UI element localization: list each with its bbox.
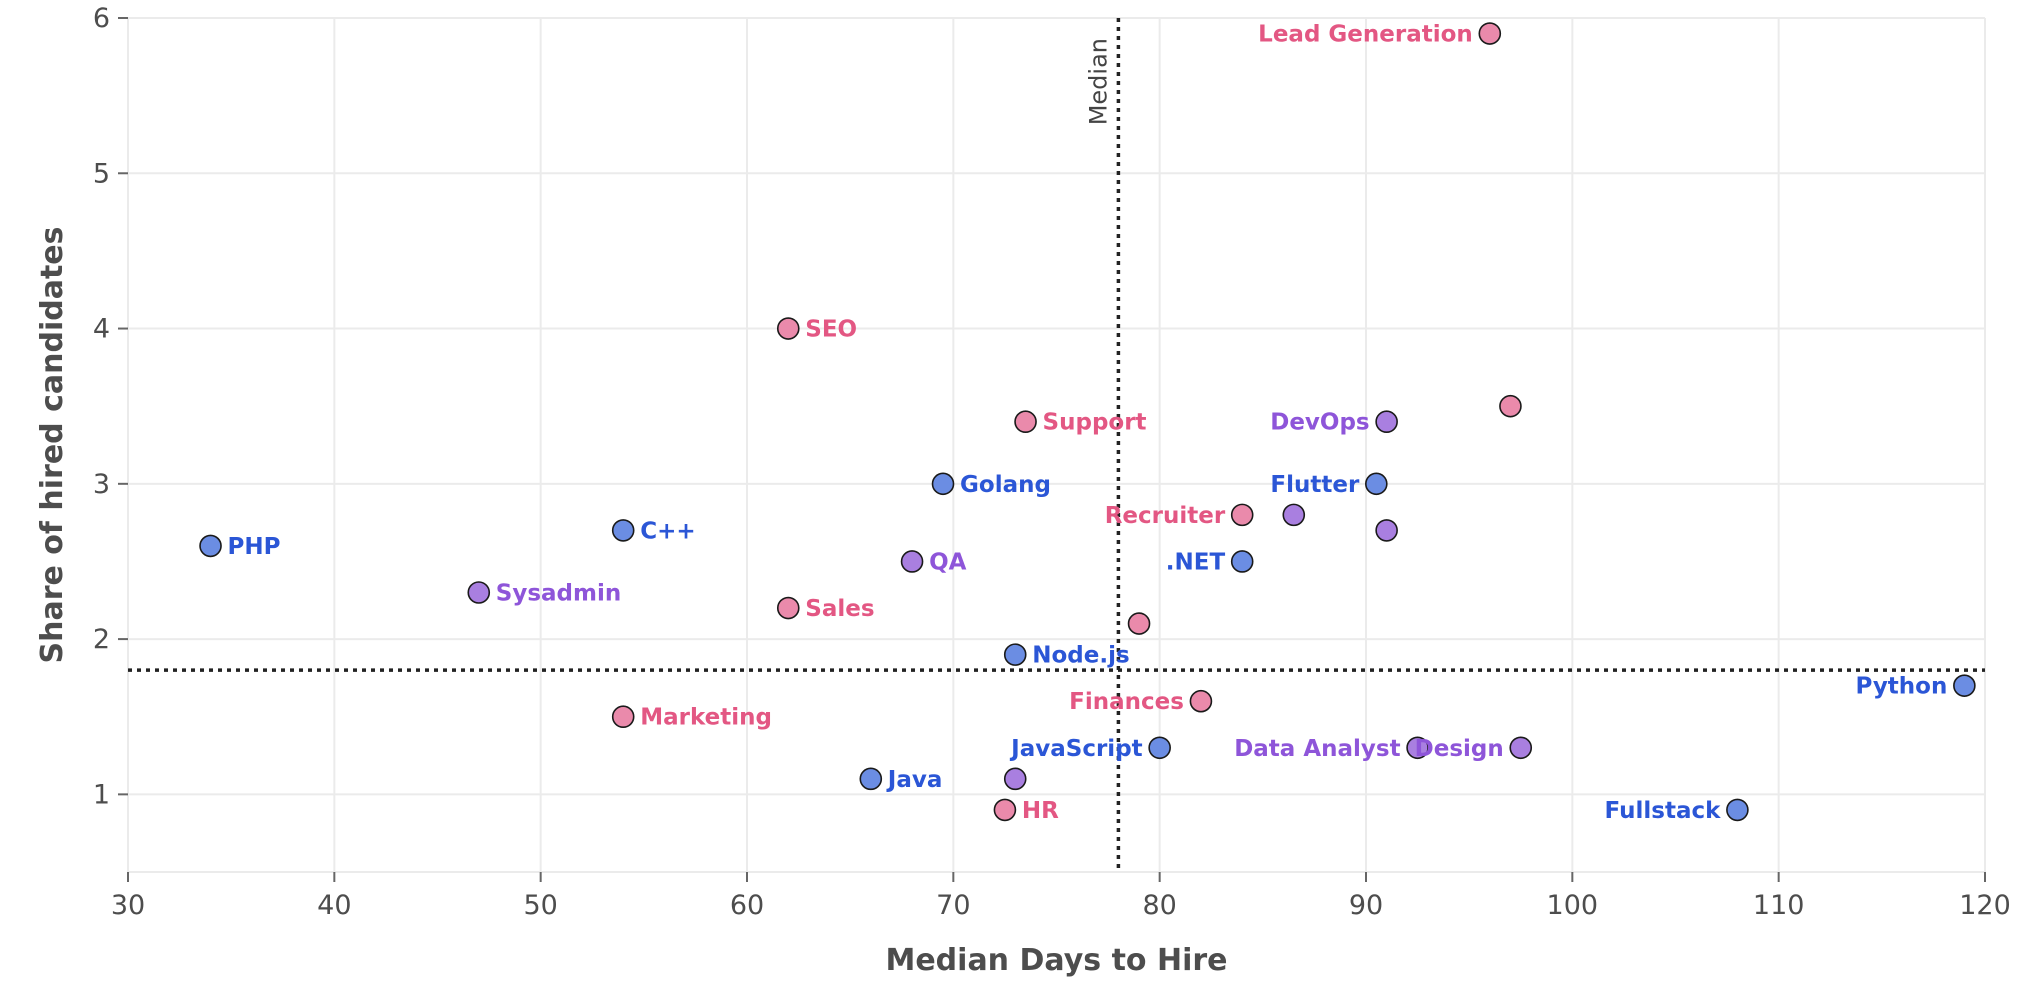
data-point <box>1365 472 1388 496</box>
point-label: Java <box>886 767 943 793</box>
x-tick-label: 90 <box>1349 890 1383 921</box>
data-point <box>1230 550 1254 573</box>
data-point <box>776 596 800 620</box>
y-tick-label: 2 <box>93 624 110 655</box>
point-labels: Lead Generation SEO Support DevOps Golang Flu… <box>228 22 1948 824</box>
point-label: SEO <box>805 317 857 343</box>
data-point <box>931 472 955 496</box>
data-point <box>1726 798 1749 822</box>
point-label: Finances <box>1069 689 1184 715</box>
point-label: Support <box>1043 410 1147 436</box>
data-point <box>1127 612 1151 635</box>
data-point <box>1499 394 1522 418</box>
x-axis-title: Median Days to Hire <box>885 943 1227 978</box>
point-label: PHP <box>228 534 281 560</box>
axis-ticks: 30 40 50 60 70 80 90 100 110 120 1 2 3 4 5 6 <box>93 3 2011 921</box>
data-point <box>1282 503 1306 527</box>
point-label: C++ <box>640 518 695 544</box>
data-point <box>1014 410 1037 434</box>
data-point <box>900 550 924 573</box>
y-tick-label: 6 <box>93 3 110 34</box>
point-label: Flutter <box>1270 472 1360 498</box>
data-point <box>1375 519 1398 542</box>
point-label: Data Analyst <box>1234 736 1400 762</box>
x-tick-label: 110 <box>1753 890 1805 921</box>
data-point <box>1230 503 1254 527</box>
point-label: Sales <box>805 596 874 622</box>
data-point <box>611 705 635 729</box>
data-point <box>1003 643 1027 666</box>
data-point <box>1189 689 1213 713</box>
x-tick-label: 120 <box>1959 890 2011 921</box>
point-label: Golang <box>960 472 1051 498</box>
y-axis-title: Share of hired candidates <box>35 226 70 663</box>
data-point <box>1148 736 1171 760</box>
x-tick-label: 40 <box>317 890 351 921</box>
data-point <box>1509 736 1533 760</box>
point-label: JavaScript <box>1009 736 1142 762</box>
x-tick-label: 100 <box>1547 890 1599 921</box>
data-point <box>199 534 222 558</box>
x-tick-label: 60 <box>730 890 764 921</box>
y-tick-label: 5 <box>93 158 110 189</box>
x-tick-label: 70 <box>936 890 970 921</box>
data-point <box>859 767 883 791</box>
median-reference-lines: Median <box>128 18 1985 872</box>
data-point <box>1375 410 1398 434</box>
point-label: .NET <box>1166 549 1226 575</box>
y-tick-label: 1 <box>93 779 110 810</box>
x-tick-label: 50 <box>523 890 557 921</box>
point-label: Node.js <box>1032 643 1129 669</box>
data-point <box>993 798 1017 822</box>
x-tick-label: 30 <box>111 890 145 921</box>
point-label: Fullstack <box>1605 798 1722 824</box>
point-label: Design <box>1415 736 1504 762</box>
grid-lines <box>127 17 1986 873</box>
point-label: HR <box>1022 798 1059 824</box>
data-point <box>776 317 800 340</box>
point-label: Marketing <box>640 705 772 731</box>
data-point <box>1478 22 1502 45</box>
y-tick-label: 3 <box>93 469 110 500</box>
data-point <box>611 519 635 542</box>
median-label: Median <box>1084 38 1112 125</box>
point-label: Python <box>1856 674 1948 700</box>
point-label: QA <box>929 549 967 575</box>
point-label: Lead Generation <box>1258 22 1473 48</box>
y-tick-label: 4 <box>93 314 110 345</box>
data-point <box>1406 736 1429 760</box>
data-point <box>1003 767 1027 791</box>
data-points <box>199 22 1976 822</box>
point-label: DevOps <box>1270 410 1369 436</box>
data-point <box>1953 674 1976 697</box>
point-label: Recruiter <box>1105 503 1226 529</box>
data-point <box>467 581 491 604</box>
point-label: Sysadmin <box>496 581 621 607</box>
x-tick-label: 80 <box>1142 890 1176 921</box>
